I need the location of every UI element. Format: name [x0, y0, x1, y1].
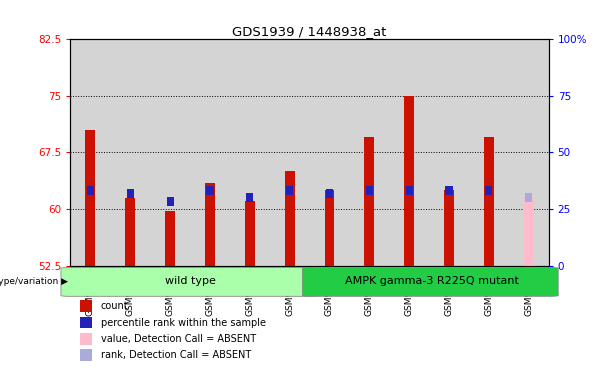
Bar [85, 130, 96, 266]
Text: count: count [101, 301, 128, 311]
Bar [125, 198, 135, 266]
Text: genotype/variation ▶: genotype/variation ▶ [0, 277, 68, 286]
Bar [406, 186, 413, 195]
Text: percentile rank within the sample: percentile rank within the sample [101, 318, 265, 327]
Bar [205, 183, 215, 266]
Bar [349, 39, 389, 266]
Bar [80, 350, 92, 361]
Bar [389, 39, 429, 266]
Bar [230, 39, 270, 266]
Bar [525, 193, 532, 202]
Bar [245, 201, 255, 266]
Bar [404, 96, 414, 266]
Bar [207, 186, 213, 195]
Text: wild type: wild type [165, 276, 215, 286]
Bar [150, 39, 190, 266]
Bar [484, 137, 494, 266]
Bar [509, 39, 549, 266]
Bar [246, 193, 253, 202]
Bar [469, 39, 509, 266]
Bar [127, 189, 134, 198]
Title: GDS1939 / 1448938_at: GDS1939 / 1448938_at [232, 25, 387, 38]
Bar [80, 316, 92, 328]
Bar [364, 137, 375, 266]
Bar [284, 171, 295, 266]
Bar [80, 333, 92, 345]
Text: value, Detection Call = ABSENT: value, Detection Call = ABSENT [101, 334, 256, 344]
Bar [485, 186, 492, 195]
Bar [87, 186, 94, 195]
FancyBboxPatch shape [302, 267, 558, 296]
Bar [524, 198, 534, 266]
Bar [286, 186, 293, 195]
Bar [324, 190, 335, 266]
Bar [80, 300, 92, 312]
Text: AMPK gamma-3 R225Q mutant: AMPK gamma-3 R225Q mutant [345, 276, 519, 286]
Bar [70, 39, 110, 266]
Bar [167, 197, 173, 206]
FancyBboxPatch shape [61, 267, 317, 296]
Bar [444, 190, 454, 266]
Bar [110, 39, 150, 266]
Bar [366, 186, 373, 195]
Bar [326, 189, 333, 198]
Text: rank, Detection Call = ABSENT: rank, Detection Call = ABSENT [101, 350, 251, 360]
Bar [165, 210, 175, 266]
Bar [429, 39, 469, 266]
Bar [446, 186, 452, 195]
Bar [310, 39, 349, 266]
Bar [190, 39, 230, 266]
Bar [270, 39, 310, 266]
